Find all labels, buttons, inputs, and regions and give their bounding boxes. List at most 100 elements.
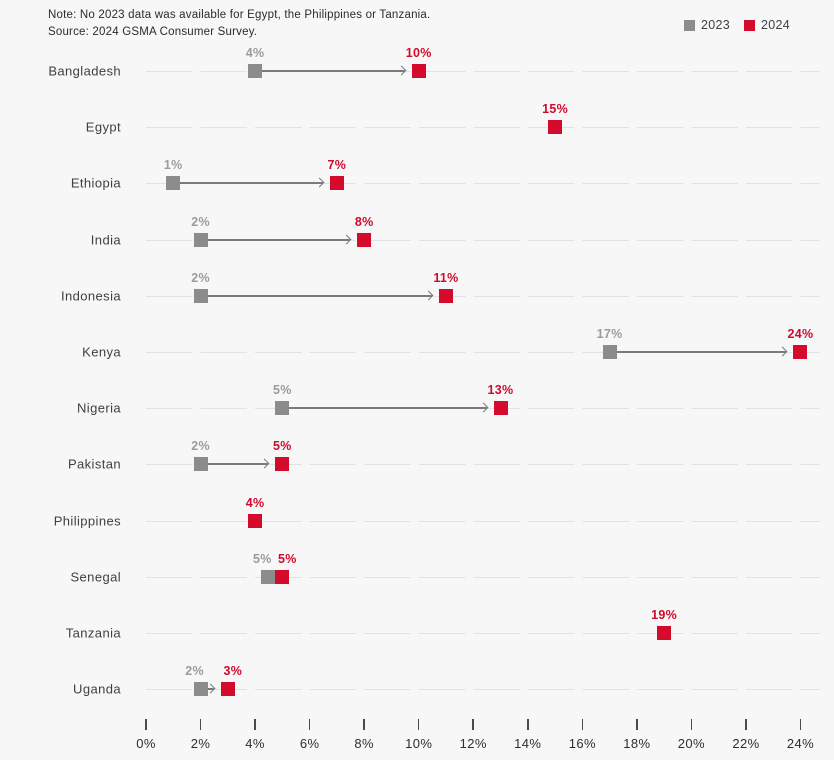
marker-2024 (438, 288, 453, 303)
source-text: Source: 2024 GSMA Consumer Survey. (48, 26, 258, 38)
legend-swatch-2024-icon (743, 19, 755, 31)
country-label: Indonesia (61, 288, 121, 304)
marker-2024 (329, 176, 344, 191)
value-2024-label: 4% (245, 495, 265, 510)
marker-2024 (793, 345, 808, 360)
marker-2023 (602, 345, 617, 360)
value-2023-label: 4% (245, 46, 265, 61)
axis-tick-label: 12% (459, 736, 487, 751)
value-2023-label: 5% (253, 551, 272, 566)
chart-row-kenya: Kenya 17% 24% (0, 324, 834, 380)
axis-tick-label: 22% (732, 736, 760, 751)
country-label: Tanzania (65, 625, 121, 641)
marker-2024 (493, 401, 508, 416)
x-axis: 0% 2% 4% 6% 8% 10% 12% 14% 16% 18% 20% 22% 24% (0, 719, 834, 759)
value-2023-label: 1% (163, 158, 183, 173)
chart-row-philippines: Philippines 4% (0, 493, 834, 549)
axis-tick (308, 719, 311, 730)
value-2024-label: 10% (405, 46, 432, 61)
country-label: Egypt (85, 119, 121, 135)
axis-tick (527, 719, 529, 730)
chart-row-pakistan: Pakistan 2% 5% (0, 436, 834, 492)
value-2023-label: 5% (273, 383, 292, 398)
row-baseline (146, 183, 820, 185)
axis-tick-label: 6% (299, 736, 320, 751)
axis-tick (417, 719, 420, 730)
row-baseline (146, 689, 820, 691)
note-text: Note: No 2023 data was available for Egy… (48, 9, 431, 21)
chart-row-uganda: Uganda 2% 3% (0, 661, 834, 717)
row-baseline (146, 464, 820, 466)
value-2023-label: 2% (191, 270, 210, 285)
value-2023-label: 17% (596, 327, 623, 342)
axis-tick-label: 14% (514, 736, 542, 751)
change-arrow-line (200, 463, 269, 466)
row-baseline (146, 295, 820, 297)
axis-tick-label: 4% (245, 736, 265, 751)
axis-tick (636, 719, 638, 730)
change-arrow-head-icon (423, 290, 434, 301)
value-2024-label: 3% (223, 664, 243, 679)
axis-tick (472, 719, 474, 730)
change-arrow-line (200, 238, 351, 241)
axis-tick (690, 719, 693, 730)
marker-2023 (193, 682, 208, 697)
axis-tick (145, 719, 147, 730)
change-arrow-line (609, 351, 787, 354)
note-block: Note: No 2023 data was available for Egy… (48, 7, 430, 41)
axis-tick-label: 24% (786, 736, 815, 751)
value-2024-label: 19% (651, 608, 678, 623)
marker-2023 (261, 569, 276, 584)
value-2023-label: 2% (191, 214, 210, 229)
change-arrow-head-icon (314, 178, 325, 188)
axis-tick-label: 0% (136, 736, 156, 751)
country-label: India (90, 232, 121, 248)
country-label: Ethiopia (70, 175, 121, 191)
legend-label-2024: 2024 (760, 18, 790, 32)
marker-2024 (220, 682, 235, 697)
axis-tick-label: 18% (623, 736, 651, 751)
axis-tick (581, 719, 584, 730)
change-arrow-head-icon (396, 65, 407, 76)
marker-2024 (411, 64, 426, 79)
row-baseline (146, 239, 820, 241)
axis-tick-label: 8% (354, 736, 374, 751)
marker-2024 (275, 457, 290, 472)
marker-2023 (193, 457, 208, 472)
change-arrow-head-icon (259, 459, 270, 469)
legend: 2023 2024 (683, 18, 790, 32)
chart-row-indonesia: Indonesia 2% 11% (0, 268, 834, 324)
row-baseline (146, 352, 820, 354)
value-2024-label: 5% (273, 439, 292, 454)
marker-2023 (166, 176, 181, 191)
change-arrow-line (282, 407, 487, 410)
marker-2024 (248, 513, 263, 528)
value-2024-label: 5% (278, 551, 297, 566)
country-label: Senegal (70, 569, 121, 585)
marker-2024 (548, 120, 563, 135)
marker-2023 (275, 401, 290, 416)
value-2024-label: 8% (354, 214, 374, 229)
country-label: Pakistan (67, 456, 121, 472)
axis-tick-label: 10% (405, 736, 433, 751)
legend-item-2024: 2024 (743, 18, 790, 32)
change-arrow-head-icon (341, 234, 352, 245)
row-baseline (146, 633, 820, 635)
change-arrow-head-icon (778, 346, 788, 357)
change-arrow-line (255, 70, 405, 73)
country-label: Bangladesh (48, 63, 121, 79)
marker-2023 (193, 288, 208, 303)
row-baseline (146, 520, 820, 522)
chart-row-nigeria: Nigeria 5% 13% (0, 380, 834, 436)
row-baseline (146, 71, 820, 73)
dumbbell-chart: Bangladesh 4% 10% Egypt 15% Ethiopia 1% 7% India… (0, 43, 834, 718)
change-arrow-line (200, 294, 432, 297)
axis-tick-label: 2% (190, 736, 211, 751)
chart-row-india: India 2% 8% (0, 212, 834, 268)
change-arrow-head-icon (478, 402, 488, 413)
value-2024-label: 24% (787, 327, 814, 342)
marker-2024 (357, 232, 372, 247)
country-label: Philippines (53, 513, 121, 529)
axis-tick (363, 719, 365, 730)
